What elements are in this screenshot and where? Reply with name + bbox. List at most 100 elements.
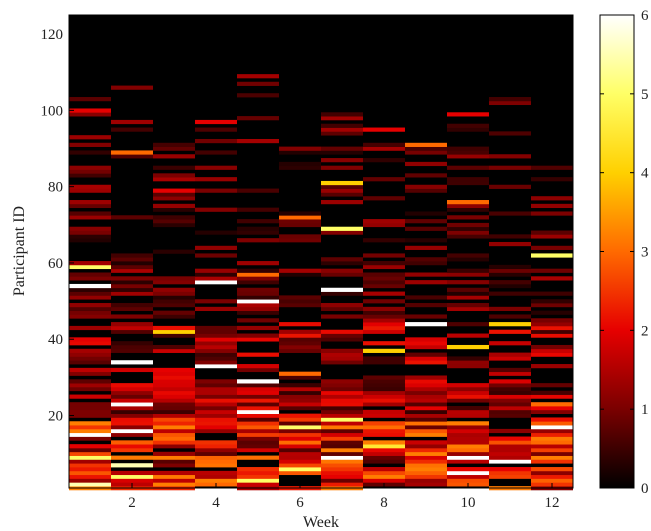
heatmap-cell (153, 383, 195, 388)
heatmap-cell (237, 417, 279, 422)
heatmap-cell (447, 333, 489, 338)
heatmap-cell (69, 348, 111, 353)
heatmap-cell (69, 303, 111, 308)
heatmap-cell (237, 280, 279, 285)
heatmap-cell (405, 470, 447, 476)
heatmap-cell (405, 390, 447, 395)
heatmap-cell (279, 451, 321, 456)
heatmap-cell (237, 467, 279, 472)
heatmap-cell (531, 253, 573, 258)
heatmap-cell (531, 322, 573, 327)
heatmap-cell (405, 417, 447, 422)
heatmap-cell (531, 291, 573, 296)
heatmap-cell (195, 428, 237, 434)
heatmap-cell (279, 413, 321, 418)
heatmap-cell (321, 467, 363, 472)
heatmap-cell (237, 402, 279, 407)
heatmap-cell (195, 386, 237, 392)
heatmap-cell (237, 478, 279, 483)
heatmap-cell (363, 127, 405, 132)
heatmap-cell (531, 417, 573, 422)
heatmap-cell (237, 386, 279, 392)
heatmap-cell (531, 268, 573, 273)
heatmap-cell (405, 455, 447, 460)
heatmap-cell (489, 341, 531, 346)
heatmap-cell (321, 451, 363, 456)
heatmap-cell (363, 280, 405, 285)
heatmap-cell (363, 177, 405, 182)
heatmap-cell (195, 207, 237, 212)
heatmap-cell (237, 436, 279, 441)
heatmap-cell (69, 432, 111, 437)
heatmap-cell (489, 352, 531, 357)
heatmap-cell (321, 455, 363, 460)
heatmap-cell (195, 409, 237, 415)
heatmap-cell (489, 459, 531, 464)
heatmap-cell (489, 455, 531, 460)
heatmap-cell (111, 215, 153, 220)
heatmap-cell (279, 337, 321, 342)
y-axis-label: Participant ID (11, 206, 28, 296)
heatmap-cell (447, 306, 489, 312)
heatmap-cell (447, 444, 489, 449)
heatmap-cell (69, 394, 111, 399)
heatmap-cell (447, 287, 489, 292)
heatmap-cell (195, 177, 237, 182)
heatmap-cell (195, 299, 237, 304)
heatmap-cell (153, 470, 195, 476)
heatmap-cell (237, 272, 279, 277)
heatmap-cell (279, 455, 321, 460)
heatmap-cell (531, 177, 573, 182)
heatmap-cell (69, 386, 111, 392)
heatmap-cell (405, 322, 447, 327)
heatmap-cell (237, 337, 279, 342)
heatmap-cell (321, 409, 363, 415)
heatmap-cell (321, 123, 363, 128)
heatmap-cell (111, 402, 153, 407)
heatmap-cell (153, 428, 195, 434)
heatmap-cell (447, 398, 489, 403)
heatmap-cell (531, 348, 573, 353)
heatmap-cell (153, 459, 195, 464)
heatmap-cell (321, 402, 363, 407)
heatmap-cell (69, 337, 111, 342)
heatmap-cell (531, 478, 573, 483)
heatmap-cell (279, 165, 321, 170)
heatmap-cell (321, 306, 363, 312)
heatmap-cell (447, 459, 489, 464)
heatmap-cell (447, 200, 489, 205)
heatmap-cell (111, 421, 153, 426)
heatmap-cell (363, 283, 405, 289)
heatmap-cell (405, 173, 447, 178)
heatmap-cell (405, 356, 447, 361)
heatmap-cell (237, 352, 279, 357)
heatmap-cell (237, 188, 279, 193)
heatmap-cell (237, 230, 279, 235)
heatmap-cell (489, 234, 531, 239)
heatmap-cell (195, 245, 237, 250)
heatmap-cell (321, 116, 363, 121)
heatmap-cell (489, 131, 531, 136)
heatmap-cell (237, 318, 279, 323)
heatmap-cell (321, 459, 363, 464)
heatmap-cell (447, 291, 489, 296)
heatmap-cell (321, 230, 363, 235)
heatmap-cell (69, 112, 111, 117)
heatmap-cell (321, 158, 363, 163)
heatmap-cell (363, 253, 405, 258)
heatmap-cell (489, 390, 531, 395)
heatmap-cell (195, 360, 237, 365)
heatmap-cell (195, 406, 237, 411)
heatmap-cell (237, 287, 279, 292)
heatmap-cell (447, 436, 489, 441)
heatmap-cell (531, 303, 573, 308)
heatmap-cell (153, 203, 195, 209)
heatmap-cell (237, 398, 279, 403)
colorbar-tick-label: 0 (641, 481, 649, 497)
heatmap-cell (237, 81, 279, 86)
heatmap-cell (489, 386, 531, 392)
heatmap-cell (237, 428, 279, 434)
heatmap-cell (237, 390, 279, 395)
heatmap-cell (363, 272, 405, 277)
